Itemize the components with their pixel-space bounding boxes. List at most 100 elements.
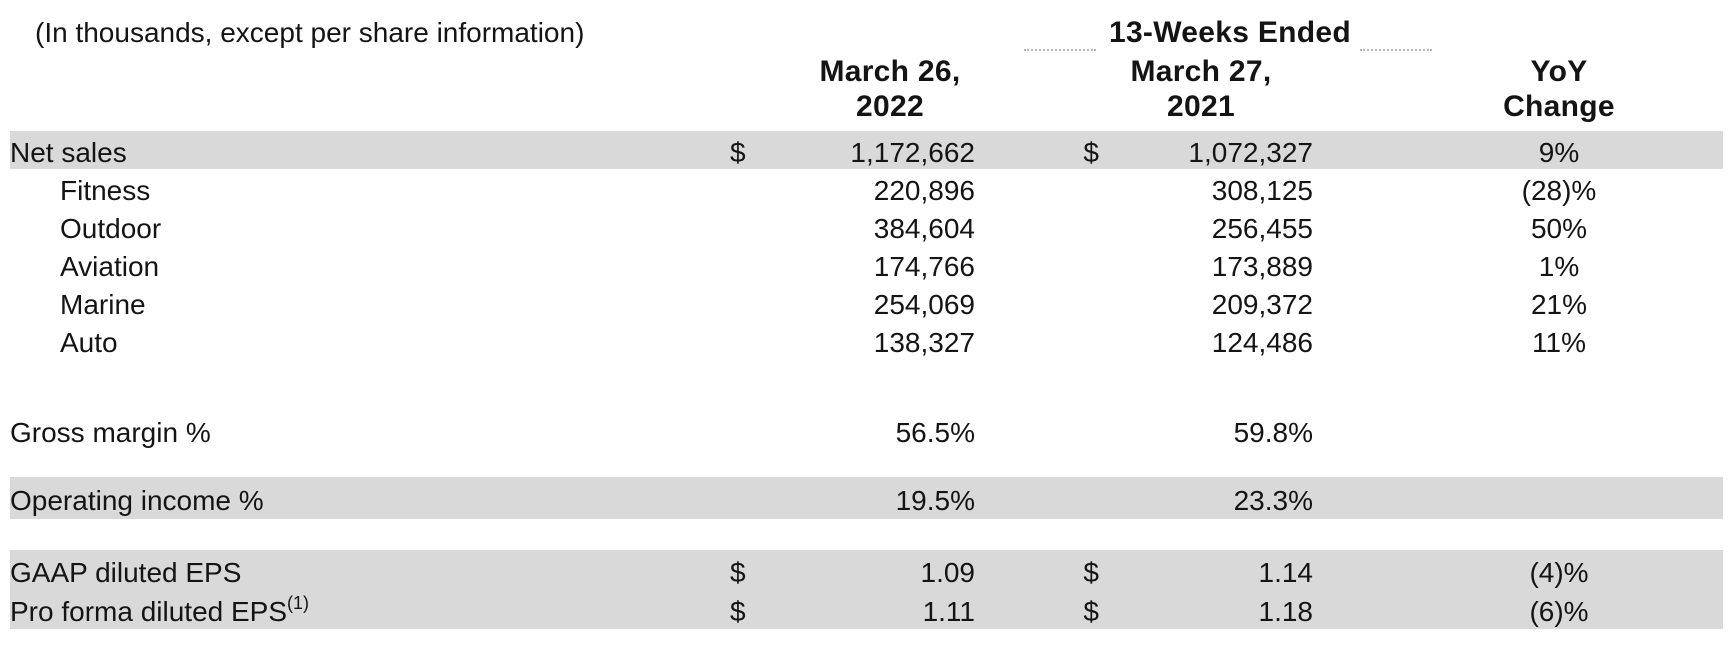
table-row-auto: Auto 138,327 124,486 11%	[10, 321, 1723, 359]
dollar-sign-2021	[1059, 477, 1099, 519]
yoy-value: 9%	[1395, 131, 1723, 169]
dollar-sign-2021	[1059, 245, 1099, 283]
dotted-border-artifact-left	[1024, 49, 1096, 51]
column-header-date-line: March 26,	[819, 55, 961, 88]
value-2021: 59.8%	[1233, 417, 1313, 448]
column-gap	[975, 169, 1059, 207]
value-2021: 209,372	[1211, 289, 1313, 320]
value-2021: 308,125	[1211, 175, 1313, 206]
row-label: Outdoor	[60, 213, 162, 244]
value-2022: 254,069	[873, 289, 975, 320]
row-label: Operating income %	[10, 477, 730, 519]
dollar-sign-2021	[1059, 321, 1099, 359]
table-row-net-sales: Net sales $1,172,662 $1,072,327 9%	[10, 131, 1723, 169]
dollar-sign-2022: $	[730, 550, 768, 589]
table-row-pro-forma-diluted-eps: Pro forma diluted EPS(1) $1.11 $1.18 (6)%	[10, 589, 1723, 629]
column-gap	[1313, 169, 1395, 207]
spacer-row	[10, 519, 1723, 550]
column-gap	[1313, 207, 1395, 245]
column-gap	[975, 589, 1059, 629]
column-gap	[1313, 131, 1395, 169]
value-2022: 138,327	[873, 327, 975, 358]
column-gap	[975, 411, 1059, 449]
row-label: Marine	[60, 289, 146, 320]
yoy-value: 11%	[1532, 327, 1586, 358]
value-2021: 23.3%	[1099, 477, 1313, 519]
dollar-sign-2022	[730, 169, 768, 207]
yoy-value: 1%	[1538, 251, 1580, 282]
value-2022: 1.11	[768, 589, 975, 629]
column-gap	[1313, 283, 1395, 321]
value-2021: 1.14	[1099, 550, 1313, 589]
table-row-gaap-diluted-eps: GAAP diluted EPS $1.09 $1.14 (4)%	[10, 550, 1723, 589]
column-header-change-line: Change	[1503, 90, 1615, 123]
table-row-operating-income: Operating income % 19.5% 23.3%	[10, 477, 1723, 519]
dollar-sign-2022	[730, 207, 768, 245]
period-header: 13-Weeks Ended	[1108, 16, 1352, 49]
dollar-sign-2022: $	[730, 131, 768, 169]
row-label: Gross margin %	[10, 417, 211, 448]
table-caption: (In thousands, except per share informat…	[35, 17, 585, 48]
value-2022: 220,896	[873, 175, 975, 206]
spacer-cell	[10, 519, 1723, 550]
value-2022: 19.5%	[768, 477, 975, 519]
spacer-row	[10, 449, 1723, 477]
value-2021: 1,072,327	[1099, 131, 1313, 169]
dollar-sign-2022: $	[730, 589, 768, 629]
dollar-sign-2022	[730, 245, 768, 283]
spacer-cell	[10, 359, 1723, 411]
yoy-value: 50%	[1530, 213, 1588, 244]
dollar-sign-2022	[730, 477, 768, 519]
value-2021: 124,486	[1211, 327, 1313, 358]
table-row-marine: Marine 254,069 209,372 21%	[10, 283, 1723, 321]
column-gap	[975, 550, 1059, 589]
value-2022: 174,766	[873, 251, 975, 282]
column-gap	[1313, 589, 1395, 629]
column-gap	[1313, 321, 1395, 359]
row-label: Aviation	[60, 251, 160, 282]
column-gap	[975, 207, 1059, 245]
column-gap	[1313, 550, 1395, 589]
dollar-sign-2021: $	[1059, 589, 1099, 629]
column-header-2021: March 27, 2021	[1051, 54, 1351, 124]
yoy-value: (4)%	[1395, 550, 1723, 589]
row-label: Auto	[60, 327, 118, 358]
dollar-sign-2021: $	[1059, 550, 1099, 589]
table-row-fitness: Fitness 220,896 308,125 (28)%	[10, 169, 1723, 207]
dollar-sign-2022	[730, 411, 768, 449]
dollar-sign-2021: $	[1059, 131, 1099, 169]
value-2021: 173,889	[1211, 251, 1313, 282]
dotted-border-artifact-right	[1360, 49, 1432, 51]
value-2021: 1.18	[1099, 589, 1313, 629]
column-gap	[1313, 411, 1395, 449]
spacer-row	[10, 359, 1723, 411]
value-2022: 56.5%	[895, 417, 975, 448]
value-2022: 384,604	[873, 213, 975, 244]
column-gap	[1313, 245, 1395, 283]
dollar-sign-2021	[1059, 207, 1099, 245]
value-2022: 1,172,662	[768, 131, 975, 169]
dollar-sign-2022	[730, 283, 768, 321]
column-header-date-line: March 27,	[1130, 55, 1272, 88]
dollar-sign-2021	[1059, 169, 1099, 207]
spacer-cell	[10, 449, 1723, 477]
table-row-gross-margin: Gross margin % 56.5% 59.8%	[10, 411, 1723, 449]
row-label: Pro forma diluted EPS(1)	[10, 589, 730, 629]
dollar-sign-2022	[730, 321, 768, 359]
yoy-value	[1395, 477, 1723, 519]
column-header-year-line: 2021	[1167, 90, 1235, 123]
column-gap	[975, 245, 1059, 283]
row-label: Fitness	[60, 175, 151, 206]
financial-table: Net sales $1,172,662 $1,072,327 9% Fitness 22…	[10, 131, 1723, 629]
column-gap	[975, 283, 1059, 321]
footnote-marker: (1)	[287, 592, 310, 613]
yoy-value: (28)%	[1521, 175, 1597, 206]
yoy-value: 21%	[1530, 289, 1588, 320]
value-2021: 256,455	[1211, 213, 1313, 244]
row-label: Net sales	[10, 131, 730, 169]
table-row-aviation: Aviation 174,766 173,889 1%	[10, 245, 1723, 283]
dollar-sign-2021	[1059, 283, 1099, 321]
column-gap	[975, 477, 1059, 519]
column-header-2022: March 26, 2022	[740, 54, 1040, 124]
